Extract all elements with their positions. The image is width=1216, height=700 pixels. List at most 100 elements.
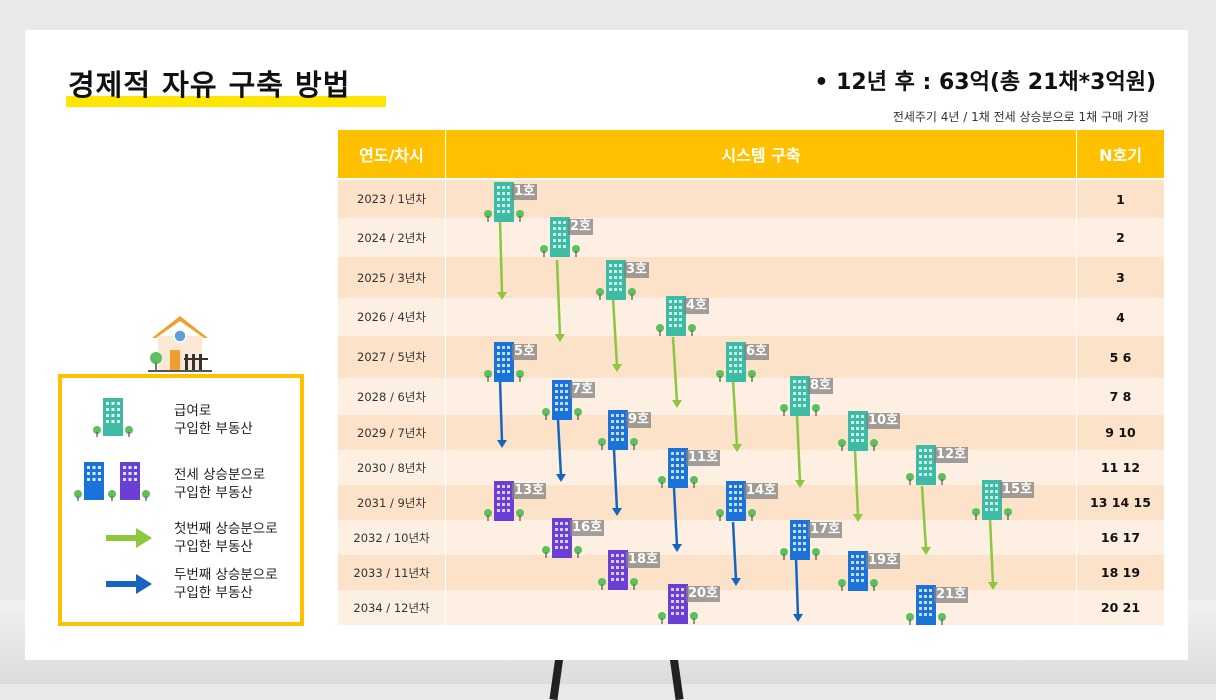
building-unit: 13호 — [484, 479, 547, 523]
green-arrow-head — [853, 514, 863, 522]
building-label: 15호 — [1000, 482, 1035, 498]
year-cell: 2030 / 8년차 — [338, 450, 445, 485]
year-cell: 2034 / 12년차 — [338, 590, 445, 625]
n-cell: 3 — [1077, 257, 1164, 298]
building-icon — [716, 481, 756, 521]
building-label: 18호 — [626, 552, 661, 568]
building-label: 10호 — [866, 413, 901, 429]
building-icon — [906, 445, 946, 485]
n-cell: 18 19 — [1077, 555, 1164, 590]
year-cell: 2027 / 5년차 — [338, 336, 445, 378]
system-cell — [446, 520, 1076, 555]
building-label: 12호 — [934, 447, 969, 463]
system-cell — [446, 257, 1076, 298]
blue-arrow-head — [556, 474, 566, 482]
table-row: 2023 / 1년차 1 — [338, 180, 1164, 218]
system-cell — [446, 450, 1076, 485]
building-icon — [596, 260, 636, 300]
green-arrow — [498, 219, 504, 295]
green-arrow-icon — [106, 528, 152, 548]
legend-item-first-increase: 첫번째 상승분으로 구입한 부동산 — [62, 518, 300, 574]
legend-line2: 구입한 부동산 — [174, 485, 253, 501]
green-arrow — [920, 485, 928, 550]
year-cell: 2024 / 2년차 — [338, 218, 445, 257]
building-label: 16호 — [570, 520, 605, 536]
building-unit: 6호 — [716, 340, 772, 384]
assumption-note: 전세주기 4년 / 1채 전세 상승분으로 1채 구매 가정 — [892, 110, 1149, 124]
green-arrow — [555, 259, 562, 337]
table-row: 2032 / 10년차 16 17 — [338, 520, 1164, 555]
building-unit: 8호 — [780, 374, 836, 418]
building-icon — [838, 551, 878, 591]
table-row: 2025 / 3년차 3 — [338, 257, 1164, 298]
year-cell: 2028 / 6년차 — [338, 378, 445, 415]
building-unit: 15호 — [972, 478, 1035, 522]
building-label: 8호 — [808, 378, 834, 394]
system-cell — [446, 555, 1076, 590]
teal-building-icon — [93, 398, 133, 437]
building-icon — [780, 376, 820, 416]
building-label: 7호 — [570, 382, 596, 398]
header-year: 연도/차시 — [338, 130, 445, 178]
table-row: 2028 / 6년차 7 8 — [338, 378, 1164, 415]
building-unit: 1호 — [484, 180, 540, 224]
building-unit: 19호 — [838, 549, 901, 593]
building-unit: 14호 — [716, 479, 779, 523]
system-cell — [446, 298, 1076, 336]
green-arrow — [795, 414, 802, 483]
system-cell — [446, 180, 1076, 218]
building-label: 19호 — [866, 553, 901, 569]
building-label: 17호 — [808, 522, 843, 538]
building-label: 6호 — [744, 344, 770, 360]
building-label: 14호 — [744, 483, 779, 499]
building-unit: 12호 — [906, 443, 969, 487]
n-cell: 2 — [1077, 218, 1164, 257]
building-unit: 2호 — [540, 215, 596, 259]
blue-arrow — [498, 379, 504, 443]
table-row: 2030 / 8년차 11 12 — [338, 450, 1164, 485]
arrow-layer — [497, 219, 998, 622]
blue-arrow-head — [731, 578, 741, 586]
column-separator — [445, 130, 446, 625]
legend-line2: 구입한 부동산 — [174, 539, 253, 555]
building-unit: 18호 — [598, 548, 661, 592]
building-icon — [484, 481, 524, 521]
building-icon — [906, 585, 946, 625]
header-system: 시스템 구축 — [446, 130, 1076, 178]
green-arrow — [853, 449, 860, 517]
year-cell: 2026 / 4년차 — [338, 298, 445, 336]
title-highlight — [66, 96, 386, 107]
table-row: 2034 / 12년차 20 21 — [338, 590, 1164, 625]
legend-line2: 구입한 부동산 — [174, 421, 253, 437]
building-unit: 9호 — [598, 408, 654, 452]
building-label: 3호 — [624, 262, 650, 278]
blue-arrow — [731, 521, 738, 581]
building-label: 13호 — [512, 483, 547, 499]
blue-purple-building-icon — [74, 462, 150, 501]
building-unit: 20호 — [658, 582, 721, 626]
building-icon — [598, 410, 638, 450]
table-row: 2027 / 5년차 5 6 — [338, 336, 1164, 378]
green-arrow-head — [612, 364, 622, 372]
building-unit: 16호 — [542, 516, 605, 560]
year-cell: 2033 / 11년차 — [338, 555, 445, 590]
building-icon — [598, 550, 638, 590]
n-cell: 11 12 — [1077, 450, 1164, 485]
n-cell: 9 10 — [1077, 415, 1164, 450]
legend-item-salary: 급여로 구입한 부동산 — [62, 394, 300, 450]
building-label: 4호 — [684, 298, 710, 314]
headline-summary: • 12년 후 : 63억(총 21채*3억원) — [814, 70, 1156, 95]
page-title: 경제적 자유 구축 방법 — [68, 68, 351, 102]
building-label: 21호 — [934, 587, 969, 603]
blue-arrow — [556, 419, 563, 477]
building-unit: 21호 — [906, 583, 969, 627]
building-unit: 5호 — [484, 340, 540, 384]
blue-arrow — [672, 487, 679, 547]
legend-line1: 급여로 — [174, 403, 212, 419]
year-cell: 2032 / 10년차 — [338, 520, 445, 555]
system-cell — [446, 590, 1076, 625]
green-arrow-head — [795, 480, 805, 488]
building-icon — [716, 342, 756, 382]
building-icon — [484, 182, 524, 222]
n-cell: 7 8 — [1077, 378, 1164, 415]
